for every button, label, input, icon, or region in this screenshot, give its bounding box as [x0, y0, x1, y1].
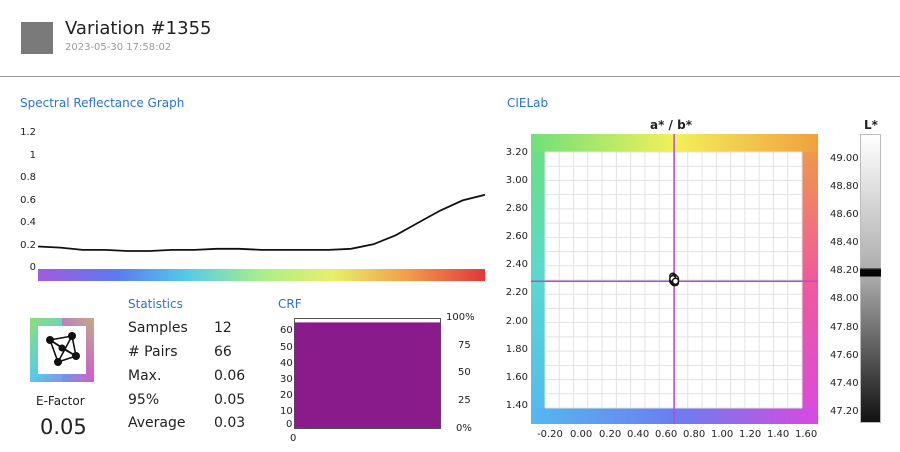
spectral-y-tick: 0.2 — [20, 240, 36, 251]
header-divider — [0, 76, 900, 77]
b-tick: 2.00 — [505, 316, 528, 327]
stat-value: 0.06 — [214, 368, 246, 384]
ab-points — [669, 272, 680, 287]
a-tick: 1.60 — [795, 429, 818, 440]
b-tick: 2.40 — [505, 259, 528, 270]
crf-left-tick: 20 — [280, 390, 293, 401]
l-tick: 47.20 — [830, 406, 859, 417]
crf-left-tick: 0 — [286, 419, 293, 430]
ab-right-gradient — [802, 134, 818, 424]
b-tick: 1.80 — [505, 344, 528, 355]
stat-value: 0.05 — [214, 392, 246, 408]
l-chart — [860, 134, 881, 423]
spectral-y-tick: 0.8 — [20, 172, 36, 183]
crf-bar — [294, 322, 441, 428]
spectral-y-tick: 0.6 — [20, 195, 36, 206]
crf-right-tick: 25 — [458, 395, 471, 406]
stat-value: 66 — [214, 344, 232, 360]
spectral-y-tick: 1 — [29, 150, 36, 161]
crf-right-tick: 100% — [446, 312, 475, 323]
color-swatch — [21, 22, 53, 54]
crf-title: CRF — [278, 297, 302, 311]
crf-left-tick: 40 — [280, 358, 293, 369]
spectrum-bar — [38, 269, 485, 281]
ab-chart — [531, 134, 818, 424]
crf-left-tick: 60 — [280, 325, 293, 336]
l-tick: 48.20 — [830, 265, 859, 276]
crf-left-tick: 10 — [280, 406, 293, 417]
b-tick: 2.60 — [505, 231, 528, 242]
stat-label: Average — [128, 415, 186, 431]
stat-value: 0.03 — [214, 415, 246, 431]
crf-left-tick: 30 — [280, 374, 293, 385]
stat-label: 95% — [128, 392, 160, 408]
b-tick: 3.00 — [505, 175, 528, 186]
stat-label: Samples — [128, 320, 188, 336]
a-tick: -0.20 — [537, 429, 563, 440]
cielab-title: CIELab — [507, 96, 549, 110]
b-tick: 3.20 — [505, 147, 528, 158]
spectral-y-tick: 0 — [29, 262, 36, 273]
b-tick: 2.80 — [505, 203, 528, 214]
l-tick: 47.40 — [830, 378, 859, 389]
crf-right-tick: 75 — [458, 340, 471, 351]
page-title: Variation #1355 — [65, 18, 212, 39]
l-tick: 48.60 — [830, 209, 859, 220]
l-tick: 48.80 — [830, 181, 859, 192]
crf-right-tick: 0% — [456, 423, 472, 434]
a-tick: 1.20 — [739, 429, 762, 440]
l-tick: 47.60 — [830, 350, 859, 361]
a-tick: 0.00 — [570, 429, 593, 440]
efactor-label: E-Factor — [36, 394, 85, 408]
crf-right-tick: 50 — [458, 367, 471, 378]
spectral-reflectance-chart — [38, 193, 485, 281]
timestamp: 2023-05-30 17:58:02 — [65, 42, 172, 53]
ab-chart-title: a* / b* — [650, 118, 692, 132]
l-tick: 48.40 — [830, 237, 859, 248]
efactor-value: 0.05 — [40, 415, 87, 439]
reflectance-curve — [38, 193, 485, 252]
l-tick: 49.00 — [830, 153, 859, 164]
a-tick: 0.20 — [599, 429, 622, 440]
l-chart-title: L* — [864, 118, 878, 132]
b-tick: 1.60 — [505, 372, 528, 383]
l-markers — [860, 268, 881, 277]
spectral-graph-title: Spectral Reflectance Graph — [20, 96, 185, 110]
a-tick: 0.40 — [627, 429, 650, 440]
ab-left-gradient — [531, 134, 545, 424]
a-tick: 1.40 — [767, 429, 790, 440]
spectral-y-tick: 1.2 — [20, 127, 36, 138]
ab-point — [671, 277, 680, 286]
l-tick: 48.00 — [830, 293, 859, 304]
stat-label: Max. — [128, 368, 162, 384]
l-tick: 47.80 — [830, 322, 859, 333]
a-tick: 0.60 — [655, 429, 678, 440]
statistics-title: Statistics — [128, 297, 183, 311]
crf-left-tick: 50 — [280, 342, 293, 353]
stat-label: # Pairs — [128, 344, 178, 360]
crf-chart — [294, 318, 441, 429]
b-tick: 1.40 — [505, 400, 528, 411]
b-tick: 2.20 — [505, 287, 528, 298]
l-gradient-bar — [860, 134, 881, 423]
crf-bottom-tick: 0 — [290, 433, 297, 444]
a-tick: 0.80 — [683, 429, 706, 440]
network-icon — [30, 318, 94, 382]
a-tick: 1.00 — [711, 429, 734, 440]
spectral-y-tick: 0.4 — [20, 217, 36, 228]
stat-value: 12 — [214, 320, 232, 336]
